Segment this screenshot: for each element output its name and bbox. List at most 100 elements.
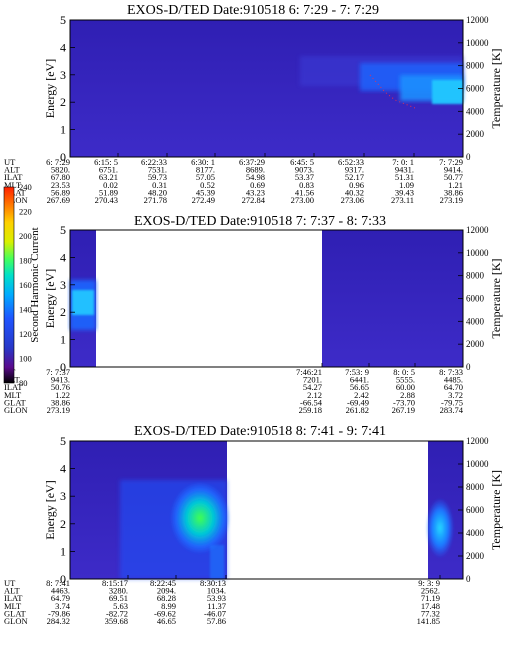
y-tick-label: 3 [60, 489, 66, 503]
ephemeris-cell: 1034. [207, 586, 226, 596]
ephemeris-row-label: UT [4, 157, 16, 167]
y-tick-label: 2 [60, 95, 66, 109]
colorbar-tick-label: 160 [19, 280, 32, 290]
ephemeris-cell: 8.99 [161, 601, 176, 611]
y-axis-label: Energy [eV] [43, 59, 57, 118]
ephemeris-cell: 0.52 [200, 180, 215, 190]
ephemeris-cell: 9431. [395, 165, 414, 175]
ephemeris-cell: 57.86 [207, 616, 226, 626]
panel-title: EXOS-D/TED Date:910518 8: 7:41 - 9: 7:41 [134, 424, 386, 439]
ephemeris-cell: 68.28 [157, 593, 176, 603]
y2-tick-label: 10000 [466, 38, 489, 48]
ephemeris-cell: 46.65 [157, 616, 176, 626]
ephemeris-cell: 2094. [157, 586, 176, 596]
ephemeris-row-label: ALT [4, 586, 21, 596]
ephemeris-cell: 0.83 [299, 180, 314, 190]
y2-tick-label: 6000 [466, 84, 485, 94]
colorbar-tick-label: 240 [19, 182, 32, 192]
colorbar-tick-label: 80 [19, 378, 28, 388]
data-image [70, 441, 463, 579]
y2-tick-label: 2000 [466, 129, 485, 139]
y-tick-label: 1 [60, 544, 66, 558]
ephemeris-row-label: GLAT [4, 397, 27, 407]
ephemeris-row-label: GLAT [4, 608, 27, 618]
colorbar-label: Second Harmonic Current [29, 227, 41, 342]
ephemeris-cell: 8: 7:41 [46, 578, 70, 588]
ephemeris-cell: 1.09 [399, 180, 414, 190]
y2-tick-label: 12000 [466, 225, 489, 235]
ephemeris-cell: 67.80 [51, 172, 70, 182]
ephemeris-cell: 9317. [345, 165, 364, 175]
ephemeris-cell: 53.37 [295, 172, 314, 182]
ephemeris-cell: 69.51 [109, 593, 128, 603]
ephemeris-cell: 141.85 [417, 616, 440, 626]
ephemeris-cell: -79.75 [441, 397, 463, 407]
ephemeris-cell: 52.17 [345, 172, 364, 182]
ephemeris-cell: 4485. [444, 375, 463, 385]
ephemeris-cell: 50.76 [51, 382, 70, 392]
ephemeris-cell: 0.31 [152, 180, 167, 190]
spectrogram-panel-3: EXOS-D/TED Date:910518 8: 7:41 - 9: 7:41… [4, 424, 503, 626]
y-axis-label: Energy [eV] [43, 480, 57, 539]
y-tick-label: 4 [60, 462, 66, 476]
y2-tick-label: 2000 [466, 339, 485, 349]
ephemeris-cell: 63.21 [99, 172, 118, 182]
ephemeris-cell: 273.19 [47, 405, 70, 415]
ephemeris-cell: 270.43 [95, 195, 118, 205]
ephemeris-cell: 273.06 [341, 195, 364, 205]
colorbar-gradient [3, 186, 15, 384]
ephemeris-cell: 6:45: 5 [290, 157, 314, 167]
ephemeris-row-label: MLT [4, 601, 22, 611]
y-tick-label: 3 [60, 68, 66, 82]
y-tick-label: 2 [60, 305, 66, 319]
ephemeris-cell: 8689. [246, 165, 265, 175]
y2-tick-label: 12000 [466, 15, 489, 25]
y2-tick-label: 0 [466, 574, 471, 584]
ephemeris-cell: 43.23 [246, 187, 265, 197]
data-image [70, 230, 463, 367]
y2-tick-label: 8000 [466, 61, 485, 71]
y2-tick-label: 8000 [466, 482, 485, 492]
colorbar-tick-label: 180 [19, 256, 32, 266]
ephemeris-cell: 9073. [295, 165, 314, 175]
y-axis-label: Energy [eV] [43, 269, 57, 328]
ephemeris-cell: 259.18 [299, 405, 322, 415]
ephemeris-row-label: ILAT [4, 382, 23, 392]
panel-title: EXOS-D/TED Date:910518 6: 7:29 - 7: 7:29 [127, 3, 379, 18]
ephemeris-cell: 11.37 [207, 601, 226, 611]
spectrogram-panel-1: EXOS-D/TED Date:910518 6: 7:29 - 7: 7:29… [4, 3, 503, 205]
ephemeris-cell: 6:30: 1 [191, 157, 215, 167]
ephemeris-cell: 6441. [350, 375, 369, 385]
panel-title: EXOS-D/TED Date:910518 7: 7:37 - 8: 7:33 [134, 214, 386, 229]
ephemeris-cell: -82.72 [106, 608, 128, 618]
ephemeris-cell: 2562. [421, 586, 440, 596]
y2-tick-label: 10000 [466, 248, 489, 258]
ephemeris-cell: 273.00 [291, 195, 314, 205]
ephemeris-cell: 5820. [51, 165, 70, 175]
ephemeris-cell: 50.77 [444, 172, 463, 182]
ephemeris-cell: 5.63 [113, 601, 128, 611]
ephemeris-row-label: MLT [4, 390, 22, 400]
ephemeris-row-label: ILAT [4, 172, 23, 182]
ephemeris-cell: 60.00 [396, 382, 415, 392]
ephemeris-cell: 40.32 [345, 187, 364, 197]
ephemeris-cell: 54.98 [246, 172, 265, 182]
ephemeris-cell: 273.19 [440, 195, 463, 205]
y2-tick-label: 0 [466, 362, 471, 372]
ephemeris-cell: 0.96 [349, 180, 364, 190]
data-image [70, 20, 463, 157]
colorbar-tick-label: 120 [19, 329, 32, 339]
ephemeris-cell: 359.68 [105, 616, 128, 626]
ephemeris-cell: 7:53: 9 [345, 367, 369, 377]
ephemeris-cell: 56.65 [350, 382, 369, 392]
ephemeris-cell: 2.12 [307, 390, 322, 400]
ephemeris-cell: 272.49 [192, 195, 215, 205]
ephemeris-cell: 2.88 [400, 390, 415, 400]
y-tick-label: 0 [60, 572, 66, 586]
y2-tick-label: 4000 [466, 528, 485, 538]
ephemeris-cell: 64.79 [51, 593, 70, 603]
ephemeris-row-label: GLON [4, 195, 28, 205]
ephemeris-cell: 272.84 [242, 195, 266, 205]
y-tick-label: 5 [60, 13, 66, 27]
y-tick-label: 4 [60, 250, 66, 264]
